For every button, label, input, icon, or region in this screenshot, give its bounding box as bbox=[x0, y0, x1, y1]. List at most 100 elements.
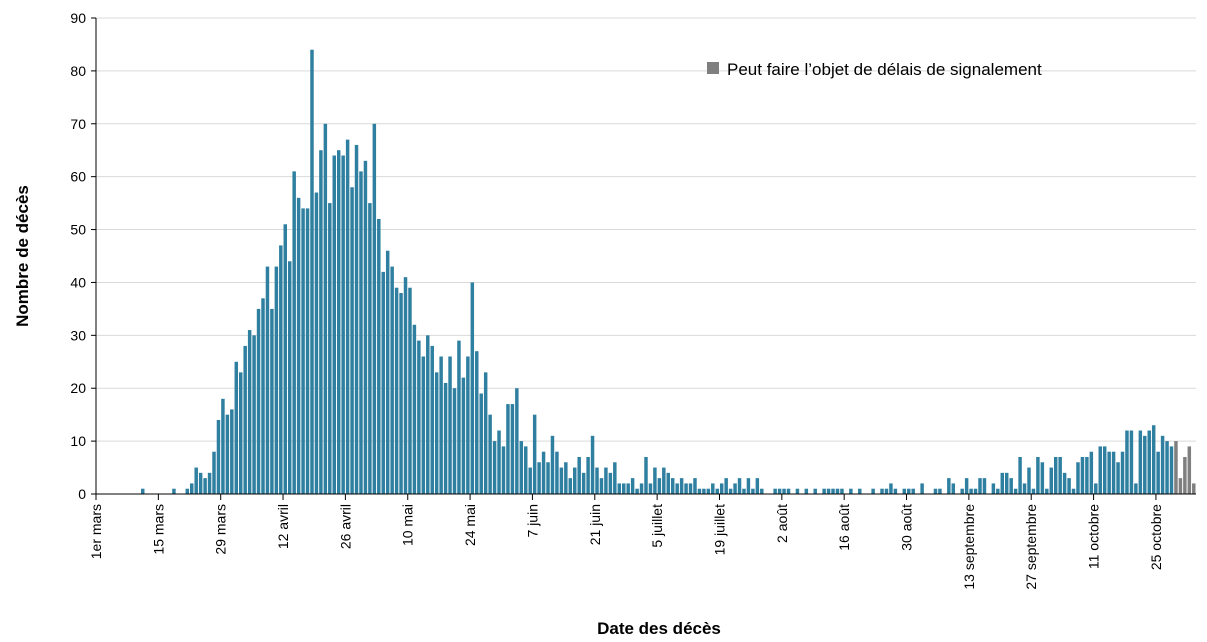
bar bbox=[1102, 446, 1107, 494]
bar-delayed bbox=[1178, 478, 1183, 494]
bar bbox=[1134, 483, 1138, 494]
bar bbox=[372, 123, 377, 494]
bar bbox=[755, 478, 760, 494]
bar bbox=[639, 483, 644, 494]
bar bbox=[586, 456, 590, 494]
y-tick-label: 60 bbox=[70, 169, 86, 185]
x-tick-label: 16 août bbox=[836, 504, 852, 551]
bar bbox=[822, 488, 826, 494]
x-tick-label: 30 août bbox=[899, 504, 915, 551]
bar-delayed bbox=[1187, 446, 1192, 494]
bar bbox=[719, 483, 724, 494]
x-tick-label: 5 juillet bbox=[649, 504, 665, 548]
bar bbox=[385, 250, 390, 494]
bar bbox=[595, 467, 599, 494]
bar bbox=[1151, 425, 1156, 494]
bar bbox=[1062, 472, 1067, 494]
gridlines bbox=[96, 17, 1196, 442]
x-tick-label: 7 juin bbox=[524, 504, 540, 537]
bar bbox=[283, 224, 287, 494]
bar bbox=[1049, 467, 1053, 494]
bar bbox=[573, 467, 577, 494]
bar bbox=[1004, 472, 1009, 494]
bar bbox=[711, 483, 715, 494]
bar bbox=[733, 483, 737, 494]
bar bbox=[964, 478, 969, 494]
bar bbox=[439, 356, 443, 494]
bar bbox=[973, 488, 978, 494]
bar bbox=[345, 139, 350, 494]
bar bbox=[305, 208, 310, 494]
bar bbox=[773, 488, 777, 494]
bar bbox=[466, 356, 470, 494]
bar bbox=[626, 483, 630, 494]
bar bbox=[1027, 467, 1031, 494]
axes bbox=[91, 17, 1196, 500]
bar bbox=[336, 150, 341, 494]
x-tick-label: 19 juillet bbox=[711, 504, 727, 555]
y-tick-label: 40 bbox=[70, 274, 86, 290]
bar bbox=[216, 419, 221, 494]
bar bbox=[452, 388, 457, 494]
x-tick-label: 13 septembre bbox=[961, 504, 977, 590]
bar bbox=[457, 340, 461, 494]
bar bbox=[933, 488, 938, 494]
x-axis-title: Date des décès bbox=[597, 619, 721, 638]
bar bbox=[225, 414, 230, 494]
bar bbox=[1089, 451, 1094, 494]
bar bbox=[408, 287, 412, 494]
bar bbox=[635, 488, 639, 494]
bar bbox=[332, 155, 336, 494]
bar bbox=[644, 456, 648, 494]
bar bbox=[693, 478, 697, 494]
bar bbox=[555, 451, 559, 494]
bar bbox=[412, 324, 417, 494]
bar bbox=[951, 483, 956, 494]
bar bbox=[252, 335, 256, 494]
bar bbox=[880, 488, 884, 494]
y-tick-label: 90 bbox=[70, 10, 86, 26]
bar bbox=[581, 472, 586, 494]
bar bbox=[541, 451, 546, 494]
bar bbox=[1067, 478, 1071, 494]
bar bbox=[1022, 483, 1027, 494]
bar bbox=[390, 266, 394, 494]
y-tick-label: 0 bbox=[78, 486, 86, 502]
x-tick-label: 2 août bbox=[774, 504, 790, 543]
bar bbox=[1116, 462, 1120, 494]
bar bbox=[270, 308, 274, 494]
x-tick-label: 29 mars bbox=[213, 504, 229, 555]
bar bbox=[969, 488, 973, 494]
bar bbox=[510, 404, 515, 494]
bar bbox=[1085, 456, 1089, 494]
bar bbox=[417, 340, 421, 494]
bar bbox=[902, 488, 907, 494]
bar bbox=[702, 488, 706, 494]
bar bbox=[434, 372, 439, 494]
bar bbox=[737, 478, 742, 494]
bar bbox=[341, 155, 345, 494]
bar bbox=[1040, 462, 1045, 494]
bar bbox=[172, 488, 176, 494]
bar bbox=[920, 483, 924, 494]
bar-delayed bbox=[1192, 483, 1196, 494]
bar bbox=[1000, 472, 1005, 494]
bar-delayed bbox=[1174, 441, 1178, 494]
bar bbox=[354, 144, 359, 494]
bar bbox=[564, 462, 568, 494]
bar bbox=[568, 478, 573, 494]
bar bbox=[1098, 446, 1102, 494]
bar bbox=[532, 414, 537, 494]
bar bbox=[515, 388, 519, 494]
bar bbox=[1036, 456, 1040, 494]
bar bbox=[323, 123, 328, 494]
bar bbox=[1160, 435, 1165, 494]
bar bbox=[858, 488, 862, 494]
bar bbox=[310, 49, 314, 494]
bar bbox=[234, 361, 239, 494]
bar bbox=[724, 478, 728, 494]
x-tick-label: 1er mars bbox=[88, 504, 104, 559]
bar bbox=[479, 393, 483, 494]
bar bbox=[1031, 488, 1036, 494]
bar bbox=[795, 488, 800, 494]
